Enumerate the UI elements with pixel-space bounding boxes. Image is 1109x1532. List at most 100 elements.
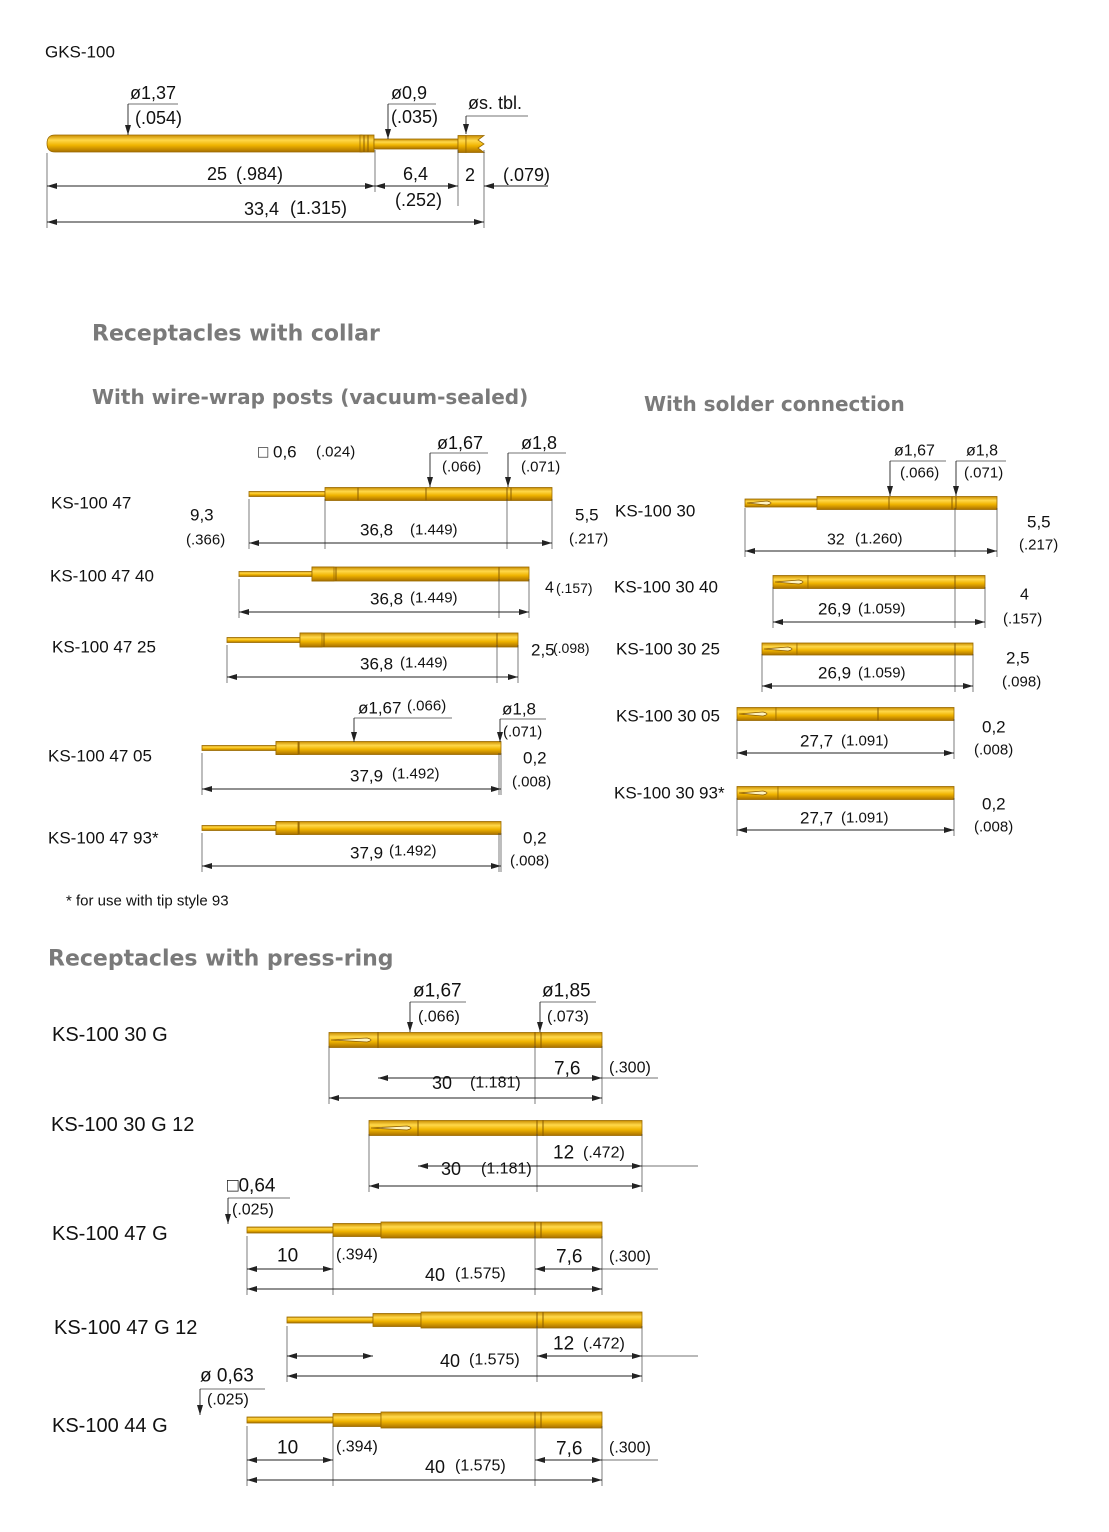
dimension-label: ø0,9	[391, 83, 427, 103]
part-label: KS-100 30 40	[614, 578, 718, 597]
dimension-label: (.217)	[1019, 537, 1058, 554]
receptacle-body	[275, 821, 502, 835]
part-label: KS-100 47	[51, 494, 131, 513]
receptacle-body	[380, 1411, 603, 1429]
dimension-label: 7,6	[556, 1247, 582, 1268]
dimension-label: (.252)	[395, 190, 442, 210]
dimension-label: 30	[441, 1159, 461, 1179]
pin-barrel	[46, 134, 363, 153]
part-label: GKS-100	[45, 43, 115, 62]
receptacle-collar	[311, 566, 335, 582]
part-label: KS-100 30 25	[616, 640, 720, 659]
dimension-label: (.300)	[609, 1249, 651, 1266]
pin-slot	[763, 646, 793, 652]
dimension-label: 2,5	[1006, 649, 1030, 668]
dimension-label: (.054)	[135, 108, 182, 128]
dimension-label: (.157)	[1003, 611, 1042, 628]
part-label: KS-100 47 40	[50, 567, 154, 586]
dimension-label: (.008)	[510, 853, 549, 870]
dimension-label: ø1,67	[894, 443, 935, 460]
dimension-label: 0,2	[982, 795, 1006, 814]
dimension-label: ø 0,63	[200, 1366, 254, 1387]
wire-wrap-post	[226, 637, 301, 643]
part-label: KS-100 30 05	[616, 707, 720, 726]
part-label: KS-100 30 93*	[614, 784, 725, 803]
pin-crown-tip	[465, 135, 486, 153]
dimension-label: 37,9	[350, 767, 383, 786]
dimension-label: (1.315)	[290, 198, 347, 218]
dimension-label: 36,8	[360, 655, 393, 674]
dimension-label: (.066)	[442, 459, 481, 476]
dimension-label: ø1,85	[542, 981, 591, 1002]
wire-wrap-post	[201, 745, 277, 751]
receptacle-body	[816, 496, 998, 510]
dimension-label: (.984)	[236, 164, 283, 184]
dimension-label: 33,4	[244, 199, 279, 219]
section-title: Receptacles with press-ring	[48, 947, 394, 972]
wire-wrap-post	[201, 825, 277, 831]
receptacle-body	[420, 1311, 643, 1329]
receptacle-body	[796, 642, 974, 656]
pin-slot	[746, 500, 772, 506]
dimension-label: (.098)	[1002, 674, 1041, 691]
dimension-label: 26,9	[818, 664, 851, 683]
dimension-label: 36,8	[370, 590, 403, 609]
part-label: KS-100 47 G 12	[54, 1317, 197, 1339]
dimension-label: (1.059)	[858, 601, 906, 618]
part-label: KS-100 30 G	[52, 1024, 168, 1046]
dimension-label: (.217)	[569, 531, 608, 548]
dimension-label: 6,4	[403, 164, 428, 184]
subsection-title: With wire-wrap posts (vacuum-sealed)	[92, 385, 528, 409]
dimension-label: 37,9	[350, 844, 383, 863]
pin-head	[457, 135, 467, 153]
press-ring-step	[372, 1313, 422, 1327]
dimension-label: ø1,8	[521, 433, 557, 453]
receptacle-body	[328, 1032, 603, 1048]
dimension-label: (1.575)	[455, 1266, 506, 1283]
dimension-label: (1.181)	[470, 1075, 521, 1092]
dimension-label: øs. tbl.	[468, 93, 522, 113]
part-label: KS-100 47 93*	[48, 829, 159, 848]
pin-slot	[774, 579, 804, 585]
dimension-label: (1.492)	[392, 766, 440, 783]
dimension-label: (.300)	[609, 1060, 651, 1077]
dimension-label: (.472)	[583, 1145, 625, 1162]
dimension-label: □ 0,6	[258, 443, 297, 462]
dimension-label: (.071)	[503, 724, 542, 741]
dimension-label: 40	[440, 1351, 460, 1371]
receptacle-body	[299, 632, 519, 648]
dimension-label: 32	[827, 532, 845, 549]
dimension-label: (.472)	[583, 1336, 625, 1353]
receptacle-body	[275, 741, 502, 755]
pin-collar	[359, 134, 375, 153]
dimension-label: (.394)	[336, 1439, 378, 1456]
dimension-label: (.008)	[974, 742, 1013, 759]
dimension-label: 7,6	[554, 1059, 580, 1080]
dimension-label: (.300)	[609, 1440, 651, 1457]
dimension-label: (1.091)	[841, 810, 889, 827]
wire-wrap-post	[238, 571, 313, 577]
receptacle-body	[807, 575, 986, 589]
part-label: KS-100 47 25	[52, 638, 156, 657]
dimension-label: (1.449)	[410, 590, 458, 607]
receptacle-body	[777, 786, 955, 800]
dimension-label: (.073)	[547, 1009, 589, 1026]
dimension-label: 2	[465, 165, 475, 185]
dimension-label: 25	[207, 164, 227, 184]
dimension-label: (1.260)	[855, 531, 903, 548]
pin-slot	[738, 711, 768, 717]
dimension-label: 12	[553, 1143, 574, 1164]
pin-slot	[330, 1037, 372, 1043]
receptacle-body	[311, 566, 530, 582]
dimension-label: 40	[425, 1265, 445, 1285]
dimension-label: (1.181)	[481, 1161, 532, 1178]
dimension-label: 0,2	[523, 749, 547, 768]
dimension-label: 7,6	[556, 1439, 582, 1460]
dimension-label: 10	[277, 1438, 298, 1459]
receptacle-body	[380, 1221, 603, 1239]
dimension-label: (1.059)	[858, 665, 906, 682]
dimension-label: ø1,37	[130, 83, 176, 103]
dimension-label: (1.091)	[841, 733, 889, 750]
receptacle-collar	[299, 632, 323, 648]
dimension-label: □0,64	[227, 1176, 276, 1197]
